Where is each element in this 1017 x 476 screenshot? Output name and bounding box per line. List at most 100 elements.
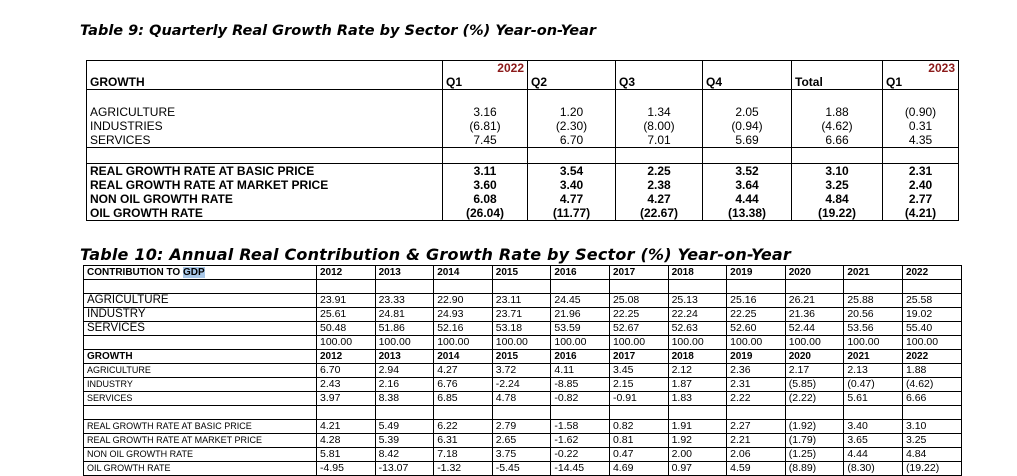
blank-cell: [882, 147, 959, 164]
value-cell: -13.07: [374, 461, 435, 476]
value-cell: 3.75: [491, 447, 552, 462]
value-cell: (5.85): [784, 377, 845, 392]
row-label: INDUSTRY: [83, 377, 317, 392]
growth-label: GROWTH: [83, 349, 317, 364]
blank-cell: [901, 279, 962, 294]
value-cell: 7.18: [433, 447, 493, 462]
row-label: REAL GROWTH RATE AT MARKET PRICE: [83, 433, 317, 448]
value-cell: 7.45: [442, 133, 528, 148]
year-header: 2018: [667, 349, 728, 364]
value-cell: 4.77: [527, 192, 616, 206]
year-cell: [527, 60, 616, 75]
value-cell: 3.10: [901, 419, 962, 434]
value-cell: 24.93: [433, 307, 493, 322]
blank-cell: [882, 89, 959, 105]
row-label: REAL GROWTH RATE AT BASIC PRICE: [83, 419, 317, 434]
value-cell: 5.81: [316, 447, 376, 462]
value-cell: 2.13: [843, 363, 903, 378]
value-cell: 100.00: [667, 335, 728, 350]
value-cell: (8.30): [843, 461, 903, 476]
value-cell: 4.84: [901, 447, 962, 462]
value-cell: -8.85: [550, 377, 610, 392]
year-cell: 2023: [882, 60, 959, 75]
table-row: REAL GROWTH RATE AT MARKET PRICE 3.60 3.40…: [86, 178, 959, 192]
value-cell: 3.25: [901, 433, 962, 448]
blank-row: [86, 89, 959, 105]
value-cell: 2.31: [882, 163, 959, 178]
value-cell: 2.25: [615, 163, 703, 178]
blank-cell: [608, 279, 669, 294]
value-cell: (1.92): [784, 419, 845, 434]
annual-contribution-table: CONTRIBUTION TO GDP 2012 2013 2014 2015 2016 2…: [83, 265, 962, 476]
header-row: CONTRIBUTION TO GDP 2012 2013 2014 2015 2016 2…: [83, 265, 962, 280]
value-cell: 23.91: [316, 293, 376, 308]
value-cell: 55.40: [901, 321, 962, 336]
column-header: Q1: [882, 75, 959, 90]
value-cell: 1.88: [901, 363, 962, 378]
year-cell: [86, 60, 443, 75]
value-cell: 4.84: [791, 192, 883, 206]
year-header: 2017: [608, 349, 669, 364]
blank-cell: [433, 405, 493, 420]
table-row: AGRICULTURE 23.91 23.33 22.90 23.11 24.45 25.0…: [83, 293, 962, 308]
row-label: [83, 335, 317, 350]
value-cell: -14.45: [550, 461, 610, 476]
blank-cell: [433, 279, 493, 294]
value-cell: (1.79): [784, 433, 845, 448]
value-cell: 22.25: [726, 307, 786, 322]
year-header: 2020: [784, 265, 845, 280]
year-header: 2012: [316, 265, 376, 280]
value-cell: (8.00): [615, 119, 703, 133]
value-cell: 1.92: [667, 433, 728, 448]
value-cell: 25.61: [316, 307, 376, 322]
year-cell: [615, 60, 703, 75]
blank-cell: [527, 89, 616, 105]
blank-cell: [316, 405, 376, 420]
year-cell: [791, 60, 883, 75]
value-cell: 6.66: [901, 391, 962, 406]
selected-text-gdp[interactable]: GDP: [182, 267, 205, 278]
value-cell: 2.17: [784, 363, 845, 378]
row-label: OIL GROWTH RATE: [86, 206, 443, 221]
value-cell: 52.60: [726, 321, 786, 336]
blank-cell: [83, 279, 317, 294]
value-cell: 100.00: [608, 335, 669, 350]
value-cell: 3.72: [491, 363, 552, 378]
blank-cell: [726, 405, 786, 420]
value-cell: 21.36: [784, 307, 845, 322]
blank-cell: [791, 147, 883, 164]
value-cell: 0.82: [608, 419, 669, 434]
value-cell: 3.54: [527, 163, 616, 178]
value-cell: 4.69: [608, 461, 669, 476]
value-cell: 25.16: [726, 293, 786, 308]
value-cell: (26.04): [442, 206, 528, 221]
value-cell: (4.62): [791, 119, 883, 133]
value-cell: -1.62: [550, 433, 610, 448]
blank-cell: [784, 405, 845, 420]
column-header: Q4: [702, 75, 792, 90]
value-cell: 100.00: [374, 335, 435, 350]
value-cell: 24.45: [550, 293, 610, 308]
value-cell: 100.00: [843, 335, 903, 350]
value-cell: 1.83: [667, 391, 728, 406]
blank-cell: [442, 147, 528, 164]
value-cell: 5.69: [702, 133, 792, 148]
value-cell: -2.24: [491, 377, 552, 392]
blank-cell: [374, 405, 435, 420]
year-header: 2022: [901, 349, 962, 364]
value-cell: 23.11: [491, 293, 552, 308]
value-cell: (19.22): [791, 206, 883, 221]
table-row: INDUSTRIES (6.81) (2.30) (8.00) (0.94) (4.62)…: [86, 119, 959, 133]
value-cell: 2.16: [374, 377, 435, 392]
value-cell: (2.30): [527, 119, 616, 133]
table-row: INDUSTRY 2.43 2.16 6.76 -2.24 -8.85 2.15 1.87 2.…: [83, 377, 962, 392]
value-cell: 4.44: [702, 192, 792, 206]
value-cell: 3.64: [702, 178, 792, 192]
value-cell: 7.01: [615, 133, 703, 148]
table-row: REAL GROWTH RATE AT BASIC PRICE 4.21 5.49 6…: [83, 419, 962, 434]
value-cell: 5.49: [374, 419, 435, 434]
value-cell: -1.32: [433, 461, 493, 476]
value-cell: 5.39: [374, 433, 435, 448]
value-cell: 2.38: [615, 178, 703, 192]
blank-cell: [784, 279, 845, 294]
